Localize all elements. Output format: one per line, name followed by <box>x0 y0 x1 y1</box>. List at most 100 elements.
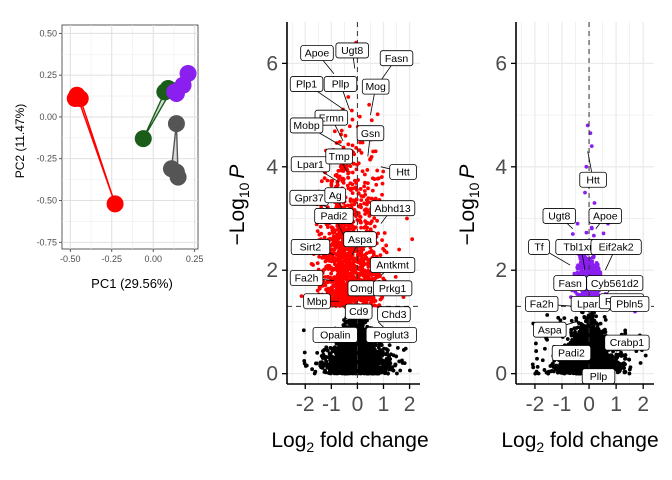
v1-point-sig <box>332 275 336 280</box>
volcano-1-x-label-log: Log <box>271 429 306 452</box>
v1-point-sig <box>366 196 371 201</box>
v1-x-tick-label: -1 <box>322 393 341 416</box>
v1-point-ns <box>381 364 386 368</box>
v1-point-sig <box>350 143 355 148</box>
v1-point-sig <box>350 246 355 251</box>
v1-point-sig <box>325 178 330 183</box>
v1-point-ns <box>387 343 392 348</box>
v1-point-sig <box>339 270 343 275</box>
v1-point-sig <box>372 224 377 229</box>
v1-point-sig <box>370 219 374 224</box>
v1-y-tick-label: 6 <box>266 52 278 75</box>
v1-point-sig <box>378 297 383 302</box>
v1-point-sig <box>352 256 357 261</box>
pca-x-tick-label: 0.25 <box>186 254 204 264</box>
v1-point-ns <box>366 351 371 356</box>
volcano-1-x-label-rest: fold change <box>314 429 428 452</box>
v1-point-ns <box>320 365 325 370</box>
v1-gene-label: Lpar1 <box>297 159 324 171</box>
v1-point-ns <box>349 322 354 327</box>
v1-point-sig <box>343 204 348 208</box>
v1-point-ns <box>386 357 391 362</box>
v1-point-ns <box>359 330 364 334</box>
v1-point-sig <box>319 179 324 184</box>
v1-point-outlier <box>410 237 415 242</box>
pca-point <box>167 115 185 133</box>
v1-point-ns <box>386 371 390 376</box>
v1-gene-label: Mobp <box>293 120 319 132</box>
v1-point-sig <box>357 214 362 219</box>
v1-point-sig <box>345 227 350 232</box>
v1-point-sig <box>340 176 345 181</box>
pca-x-tick-label: -0.25 <box>101 254 122 264</box>
v1-point-sig <box>317 254 322 259</box>
v1-point-sig <box>341 180 346 185</box>
v1-point-ns <box>322 370 327 374</box>
v1-point-sig <box>361 273 366 278</box>
v1-point-ns <box>310 367 314 372</box>
v1-point-sig <box>346 176 351 180</box>
v1-gene-label: Plp1 <box>296 79 317 91</box>
v1-point-ns <box>378 342 383 347</box>
v1-point-sig <box>347 124 352 129</box>
volcano-1-y-label-log: −Log <box>226 198 249 245</box>
volcano-1-y-label-var: P <box>226 165 249 179</box>
v1-point-sig <box>352 265 357 270</box>
v1-point-sig <box>376 231 381 236</box>
v1-point-outlier <box>405 216 409 221</box>
v1-point-sig <box>342 288 347 293</box>
v1-point-ns <box>363 362 368 367</box>
v1-point-sig <box>381 169 386 174</box>
pca-point <box>106 195 124 213</box>
v1-point-sig <box>337 263 342 268</box>
v1-point-sig <box>380 238 384 243</box>
v1-point-sig <box>365 168 370 172</box>
v1-point-ns <box>366 361 371 366</box>
v1-point-sig <box>337 284 342 289</box>
v1-point-ns <box>344 351 349 356</box>
v1-point-sig <box>315 288 320 293</box>
v1-point-ns <box>323 361 328 366</box>
v1-point-sig <box>342 266 347 271</box>
v1-point-ns <box>360 354 365 359</box>
v1-gene-label: Poglut3 <box>374 329 410 341</box>
v1-point-sig <box>362 184 367 189</box>
v1-point-sig <box>345 297 350 302</box>
v1-point-sig <box>359 198 364 203</box>
v1-point-sig <box>363 219 368 223</box>
v1-point-ns <box>361 348 366 353</box>
v1-y-tick-label: 2 <box>266 259 278 282</box>
v1-point-ns <box>397 359 402 364</box>
v1-point-ns <box>407 368 412 373</box>
v1-point-sig <box>344 252 349 257</box>
pca-plot-background <box>61 24 199 250</box>
v1-gene-label: Mbp <box>307 296 328 308</box>
v1-point-sig <box>358 268 363 273</box>
v1-point-ns <box>381 350 385 355</box>
v1-point-ns <box>370 358 374 363</box>
v1-point-sig <box>331 283 336 287</box>
v1-point-sig <box>337 243 342 247</box>
v1-point-sig <box>352 297 357 302</box>
v1-point-sig <box>362 201 367 206</box>
v1-point-sig <box>315 229 320 234</box>
v1-point-ns <box>402 361 407 366</box>
v1-point-ns <box>384 363 389 367</box>
v1-point-outlier <box>367 102 372 107</box>
v1-gene-label: Apoe <box>305 48 330 60</box>
v1-point-sig <box>339 235 344 240</box>
v1-point-ns <box>354 361 359 366</box>
v1-point-ns <box>338 363 343 368</box>
v1-point-sig <box>360 169 365 174</box>
v1-point-ns <box>348 366 353 371</box>
v1-point-ns <box>395 371 399 376</box>
v1-point-sig <box>363 192 368 197</box>
pca-x-tick-label: 0.00 <box>144 254 162 264</box>
v1-point-sig <box>328 275 333 280</box>
v1-point-sig <box>371 252 376 257</box>
pca-point <box>71 90 89 108</box>
v1-point-outlier <box>339 128 344 133</box>
v1-point-ns <box>325 348 330 353</box>
